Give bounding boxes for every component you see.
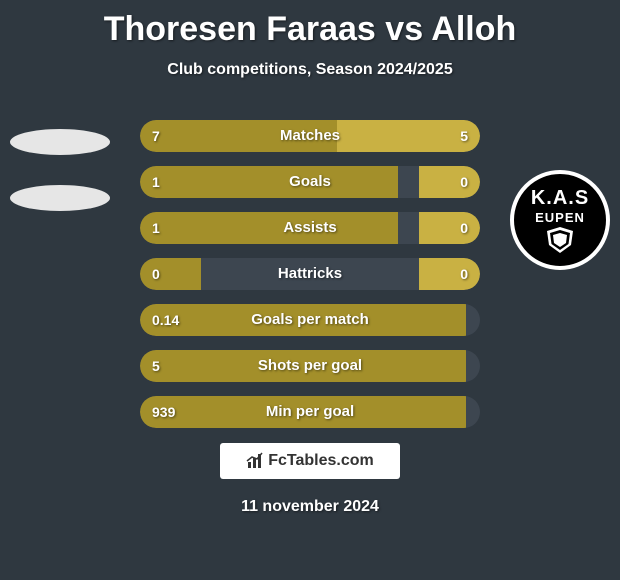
stat-row: 5Shots per goal (140, 350, 480, 382)
stat-label: Matches (140, 120, 480, 152)
stat-label: Shots per goal (140, 350, 480, 382)
stat-label: Goals per match (140, 304, 480, 336)
page-subtitle: Club competitions, Season 2024/2025 (0, 61, 620, 79)
stat-row: 75Matches (140, 120, 480, 152)
brand-badge: FcTables.com (220, 443, 400, 479)
date-text: 11 november 2024 (0, 498, 620, 516)
stat-row: 10Goals (140, 166, 480, 198)
stat-row: 10Assists (140, 212, 480, 244)
ellipse-shape (10, 129, 110, 155)
team-logo-right: K.A.S EUPEN (510, 170, 610, 270)
stat-label: Min per goal (140, 396, 480, 428)
logo-text-line1: K.A.S (531, 187, 589, 210)
brand-text: FcTables.com (268, 452, 374, 470)
page-title: Thoresen Faraas vs Alloh (0, 0, 620, 49)
stat-label: Assists (140, 212, 480, 244)
team-logo-left (10, 120, 110, 220)
chart-icon (246, 452, 264, 470)
ellipse-shape (10, 185, 110, 211)
shield-icon (545, 227, 575, 253)
logo-text-line2: EUPEN (535, 210, 585, 225)
stat-label: Goals (140, 166, 480, 198)
stat-row: 0.14Goals per match (140, 304, 480, 336)
stat-row: 00Hattricks (140, 258, 480, 290)
stat-label: Hattricks (140, 258, 480, 290)
stats-bars-container: 75Matches 10Goals 10Assists 00Hattricks 0.14… (140, 120, 480, 442)
stat-row: 939Min per goal (140, 396, 480, 428)
